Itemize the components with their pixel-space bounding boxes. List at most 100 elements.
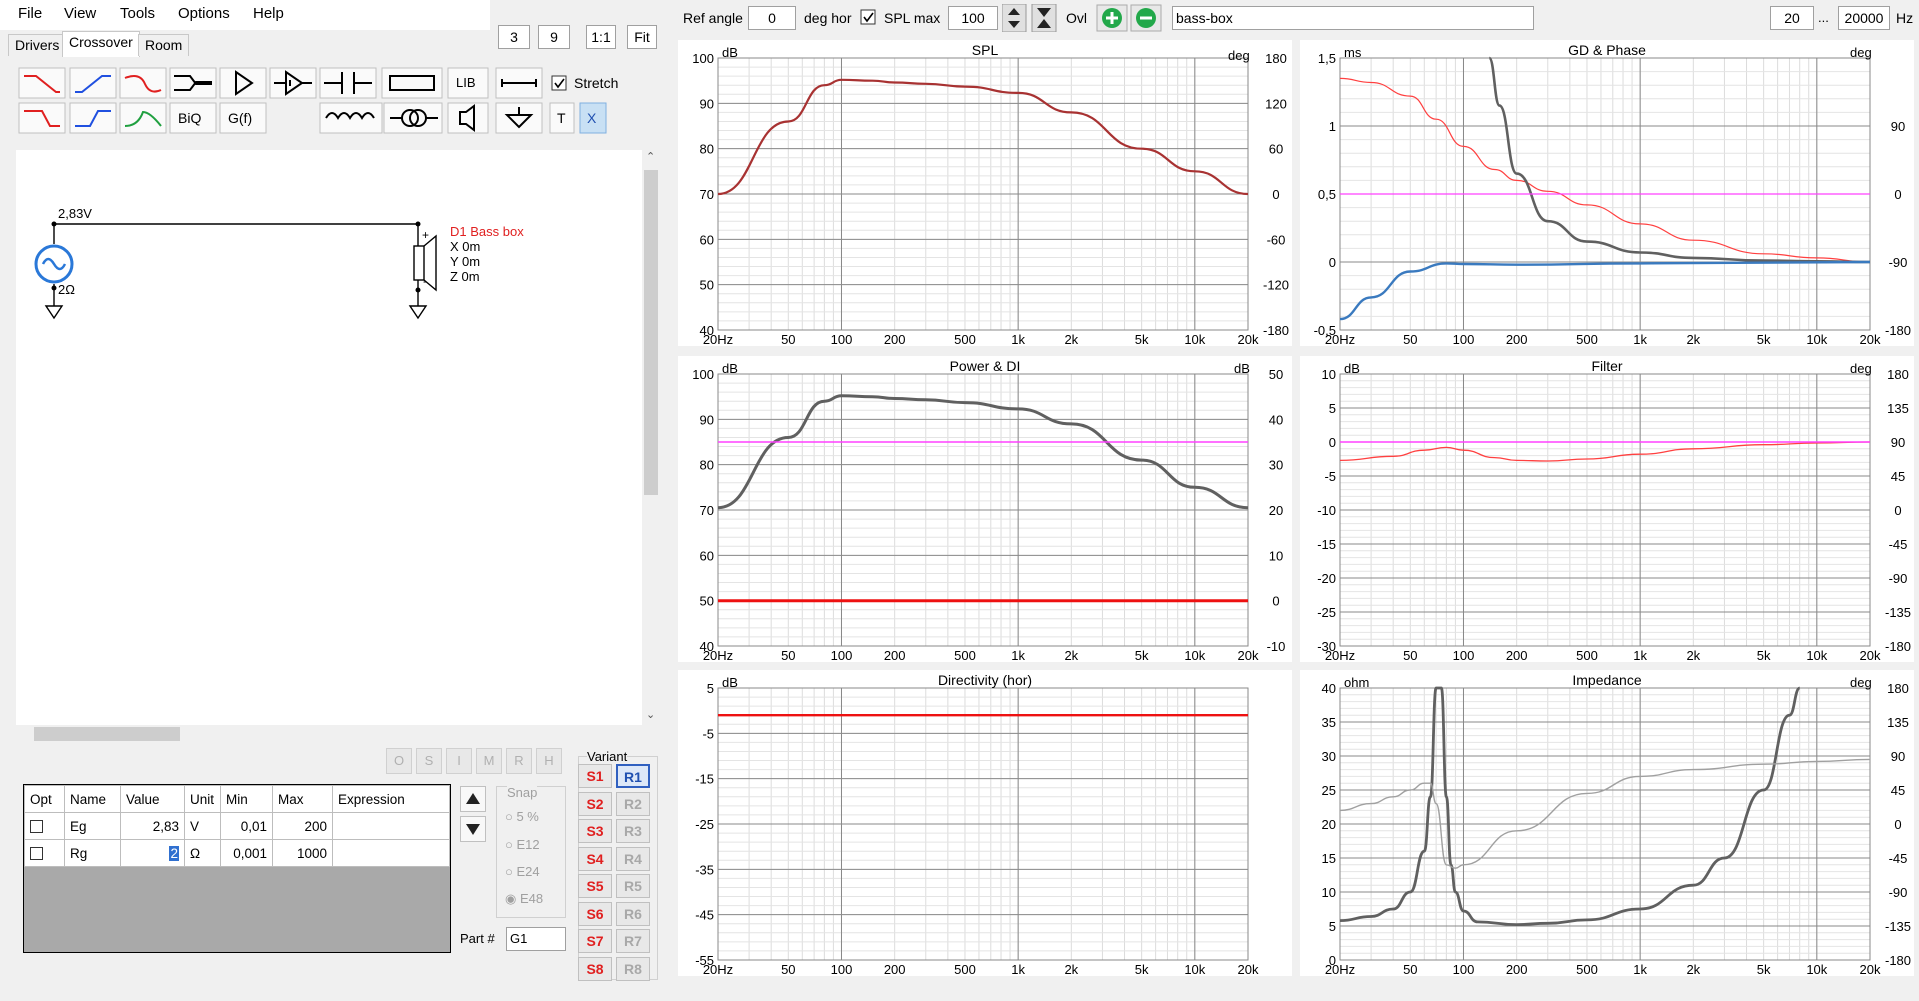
move-down-button[interactable] [460,816,486,842]
tab-drivers[interactable]: Drivers [8,34,67,56]
spl-chart-panel[interactable]: SPL dB deg 100 90 80 70 60 50 40 180 120 60 0 -60 -1… [678,40,1292,347]
x-tick-label: 1k [1011,648,1025,662]
schematic-canvas[interactable]: 2,83V 2Ω + - D1 Bass box X 0m Y 0m Z 0m [16,150,642,725]
table-row[interactable]: Eg 2,83 V 0,01 200 [24,812,450,840]
menu-help[interactable]: Help [253,5,284,22]
col-expression: Expression [332,785,450,813]
variant-s7-button[interactable]: S7 [578,929,612,953]
spl-max-checkbox[interactable] [860,9,876,25]
move-up-button[interactable] [460,786,486,812]
y-tick-label: 60 [700,232,714,247]
variant-r2-button[interactable]: R2 [616,791,650,816]
lib-button[interactable]: LIB [456,75,476,90]
power-di-chart-panel[interactable]: Power & DI dB dB 100 90 80 70 60 50 40 50 40 30 20… [678,356,1292,663]
optim-i-button[interactable]: I [446,748,472,774]
variant-s6-button[interactable]: S6 [578,901,612,926]
tab-room[interactable]: Room [138,34,190,56]
snap-option-5pct[interactable]: ○ 5 % [505,809,539,824]
snap-option-e48[interactable]: ◉ E48 [505,891,544,906]
variant-s5-button[interactable]: S5 [578,874,612,898]
col-opt: Opt [24,785,65,813]
menu-view[interactable]: View [64,5,97,22]
param-value[interactable]: 2,83 [120,812,185,840]
variant-r3-button[interactable]: R3 [616,819,650,843]
table-row[interactable]: Rg 2 Ω 0,001 1000 [24,839,450,867]
menu-tools[interactable]: Tools [120,5,156,22]
optim-r-button[interactable]: R [506,748,532,774]
optim-s-button[interactable]: S [416,748,442,774]
param-value[interactable]: 2 [120,839,185,867]
param-min[interactable]: 0,001 [220,839,273,867]
tab-crossover[interactable]: Crossover [62,31,140,57]
variant-r4-button[interactable]: R4 [616,846,650,871]
menu-file[interactable]: File [18,5,43,22]
freq-max-input[interactable]: 20000 [1838,6,1890,30]
x-tick-label: 50 [781,962,795,976]
canvas-horizontal-scrollbar[interactable] [16,725,642,743]
variant-s4-button[interactable]: S4 [578,846,612,871]
optim-h-button[interactable]: H [536,748,562,774]
variant-s8-button[interactable]: S8 [578,956,612,981]
variant-s1-button[interactable]: S1 [578,764,612,788]
filter-chart-panel[interactable]: Filter dB deg 10 5 0 -5 -10 -15 -20 -25 -30 180 13… [1300,356,1914,663]
fit-button[interactable]: Fit [627,25,657,49]
param-max[interactable]: 200 [272,812,333,840]
y2-tick-label: -180 [1263,323,1289,338]
driver-name-label[interactable]: D1 Bass box [450,224,524,239]
x-tick-label: 20k [1860,962,1881,976]
schematic-drawing [34,221,437,320]
param-expression[interactable] [332,839,450,867]
param-max[interactable]: 1000 [272,839,333,867]
canvas-vertical-scrollbar[interactable]: ⌃ ⌄ [642,150,660,725]
component-toolbar: BiQ G(f) LIB Stretch T X [0,60,660,148]
variant-r1-button[interactable]: R1 [616,764,650,788]
variant-r8-button[interactable]: R8 [616,956,650,981]
x-tick-label: 500 [954,332,976,346]
variant-r7-button[interactable]: R7 [616,929,650,953]
x-button[interactable]: X [587,110,597,126]
biq-button[interactable]: BiQ [178,110,202,126]
snap-option-e24[interactable]: ○ E24 [505,864,540,879]
ref-angle-input[interactable]: 0 [748,6,796,30]
y2-tick-label: 90 [1891,435,1905,450]
impedance-chart-panel[interactable]: Impedance ohm deg 40 35 30 25 20 15 10 5 0 180 135… [1300,670,1914,977]
menu-options[interactable]: Options [178,5,230,22]
view-box-9[interactable]: 9 [538,25,570,49]
opt-checkbox[interactable] [24,839,65,867]
scroll-up-icon[interactable]: ⌃ [646,151,656,163]
x-tick-label: 1k [1011,962,1025,976]
y-tick-label: -15 [1317,537,1336,552]
horizontal-scroll-thumb[interactable] [34,727,180,741]
snap-option-e12[interactable]: ○ E12 [505,837,540,852]
overlay-buttons[interactable] [1096,4,1162,32]
variant-s3-button[interactable]: S3 [578,819,612,843]
spl-max-input[interactable]: 100 [948,6,998,30]
optim-o-button[interactable]: O [386,748,412,774]
gd-phase-chart-panel[interactable]: GD & Phase ms deg 1,5 1 0,5 0 -0,5 90 0 -90 -180… [1300,40,1914,347]
param-value-selected[interactable]: 2 [169,845,179,861]
directivity-chart-panel[interactable]: Directivity (hor) dB 5 -5 -15 -25 -35 -45 -55 2… [678,670,1292,977]
view-box-3[interactable]: 3 [498,25,530,49]
stretch-checkbox-label[interactable]: Stretch [574,75,619,91]
optim-m-button[interactable]: M [476,748,502,774]
variant-r6-button[interactable]: R6 [616,901,650,926]
param-min[interactable]: 0,01 [220,812,273,840]
y-tick-label: 50 [700,278,714,293]
params-table: Opt Name Value Unit Min Max Expression E… [24,785,450,867]
freq-min-input[interactable]: 20 [1770,6,1814,30]
zoom-1to1-button[interactable]: 1:1 [586,25,616,49]
vertical-scroll-thumb[interactable] [644,170,658,495]
driver-y-label: Y 0m [450,254,481,269]
t-button[interactable]: T [557,110,566,126]
opt-checkbox[interactable] [24,812,65,840]
part-number-input[interactable]: G1 [506,927,566,951]
y-tick-label: -55 [695,953,714,968]
param-expression[interactable] [332,812,450,840]
x-tick-label: 100 [831,962,853,976]
spl-max-stepper[interactable] [1002,4,1058,32]
gf-button[interactable]: G(f) [228,110,253,126]
scroll-down-icon[interactable]: ⌄ [646,709,656,721]
variant-s2-button[interactable]: S2 [578,791,612,816]
variant-r5-button[interactable]: R5 [616,874,650,898]
project-name-input[interactable]: bass-box [1172,6,1534,30]
